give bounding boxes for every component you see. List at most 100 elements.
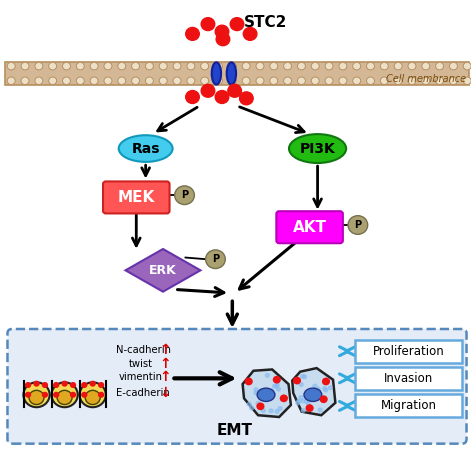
Circle shape — [250, 406, 254, 410]
Circle shape — [242, 63, 250, 70]
Ellipse shape — [118, 135, 173, 162]
Circle shape — [316, 396, 319, 400]
Circle shape — [104, 77, 112, 85]
Circle shape — [49, 63, 57, 70]
Circle shape — [353, 63, 361, 70]
Circle shape — [436, 77, 444, 85]
Text: twist: twist — [129, 359, 153, 369]
Circle shape — [265, 374, 269, 377]
Circle shape — [247, 402, 251, 406]
Circle shape — [366, 77, 374, 85]
Polygon shape — [292, 368, 336, 415]
Circle shape — [323, 381, 327, 385]
Circle shape — [215, 25, 229, 38]
Text: P: P — [354, 220, 361, 230]
Circle shape — [297, 77, 305, 85]
Circle shape — [261, 409, 265, 412]
Text: Cell membrance: Cell membrance — [386, 73, 466, 84]
Circle shape — [71, 392, 75, 397]
Circle shape — [132, 63, 139, 70]
FancyBboxPatch shape — [5, 62, 469, 85]
Circle shape — [201, 77, 209, 85]
Circle shape — [302, 375, 307, 378]
Circle shape — [246, 378, 252, 385]
Circle shape — [283, 63, 292, 70]
Circle shape — [281, 395, 287, 401]
Circle shape — [85, 390, 100, 405]
Circle shape — [293, 378, 301, 384]
Circle shape — [90, 77, 98, 85]
Text: Ras: Ras — [131, 142, 160, 156]
Circle shape — [63, 77, 71, 85]
Circle shape — [422, 77, 430, 85]
Circle shape — [256, 77, 264, 85]
Circle shape — [269, 389, 273, 393]
Circle shape — [228, 77, 237, 85]
Circle shape — [449, 77, 457, 85]
Circle shape — [49, 77, 57, 85]
Circle shape — [316, 387, 320, 391]
Text: ERK: ERK — [149, 264, 177, 277]
Circle shape — [132, 77, 139, 85]
Circle shape — [408, 63, 416, 70]
Circle shape — [380, 77, 388, 85]
Circle shape — [304, 400, 308, 404]
Circle shape — [173, 77, 181, 85]
Circle shape — [7, 63, 15, 70]
Circle shape — [339, 63, 347, 70]
Circle shape — [243, 27, 257, 40]
Circle shape — [26, 382, 30, 387]
Circle shape — [99, 392, 104, 397]
Circle shape — [173, 63, 181, 70]
Circle shape — [43, 392, 47, 397]
Circle shape — [297, 63, 305, 70]
Text: E-cadherin: E-cadherin — [116, 388, 170, 398]
Circle shape — [159, 63, 167, 70]
Ellipse shape — [289, 134, 346, 163]
Circle shape — [228, 63, 237, 70]
Circle shape — [54, 392, 59, 397]
Circle shape — [313, 384, 317, 388]
Circle shape — [230, 18, 244, 31]
Circle shape — [408, 77, 416, 85]
Circle shape — [90, 63, 98, 70]
Circle shape — [306, 405, 313, 411]
Circle shape — [449, 63, 457, 70]
Circle shape — [422, 63, 430, 70]
Circle shape — [394, 63, 402, 70]
Circle shape — [242, 77, 250, 85]
Ellipse shape — [23, 382, 50, 407]
Circle shape — [118, 63, 126, 70]
Text: MEK: MEK — [118, 190, 155, 205]
Circle shape — [146, 63, 154, 70]
Circle shape — [215, 90, 229, 104]
Circle shape — [201, 63, 209, 70]
Circle shape — [254, 388, 258, 392]
Circle shape — [273, 377, 280, 383]
FancyBboxPatch shape — [355, 367, 462, 390]
Circle shape — [186, 90, 199, 104]
Text: EMT: EMT — [217, 423, 253, 438]
Text: PI3K: PI3K — [300, 142, 336, 156]
Text: ↑: ↑ — [159, 357, 171, 371]
Polygon shape — [243, 369, 291, 417]
Circle shape — [76, 77, 84, 85]
FancyBboxPatch shape — [276, 211, 343, 243]
Circle shape — [26, 392, 30, 397]
Circle shape — [29, 390, 44, 405]
Circle shape — [301, 374, 305, 378]
Circle shape — [348, 216, 368, 234]
Circle shape — [118, 77, 126, 85]
Circle shape — [76, 63, 84, 70]
Circle shape — [201, 84, 215, 97]
Circle shape — [275, 382, 279, 386]
Circle shape — [239, 92, 253, 105]
FancyBboxPatch shape — [8, 329, 466, 444]
Circle shape — [90, 381, 95, 386]
Circle shape — [301, 409, 305, 412]
Circle shape — [323, 378, 329, 385]
Circle shape — [216, 33, 230, 45]
Circle shape — [206, 250, 225, 269]
Ellipse shape — [257, 388, 275, 401]
Text: Migration: Migration — [381, 400, 437, 412]
